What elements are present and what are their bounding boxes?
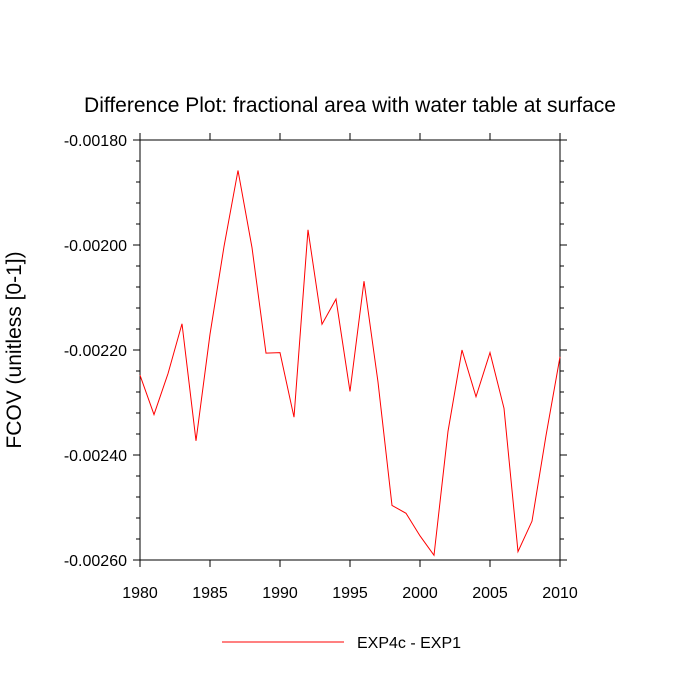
- data-point: [237, 169, 240, 172]
- data-point: [363, 280, 366, 283]
- data-point: [433, 554, 436, 557]
- legend-label: EXP4c - EXP1: [357, 635, 461, 652]
- data-point: [209, 333, 212, 336]
- legend: EXP4c - EXP1: [222, 635, 461, 652]
- x-tick-label: 2005: [472, 585, 508, 602]
- data-point: [489, 351, 492, 354]
- data-point: [475, 395, 478, 398]
- data-point: [265, 352, 268, 355]
- plot-frame: [139, 139, 561, 561]
- data-point: [223, 245, 226, 248]
- y-tick-label: -0.00240: [64, 448, 127, 465]
- chart-title: Difference Plot: fractional area with wa…: [84, 94, 616, 117]
- y-tick-label: -0.00180: [64, 133, 127, 150]
- data-point: [153, 413, 156, 416]
- data-point: [321, 323, 324, 326]
- data-point: [335, 298, 338, 301]
- data-point: [531, 520, 534, 523]
- x-tick-label: 2010: [542, 585, 578, 602]
- data-point: [391, 504, 394, 507]
- data-point: [349, 390, 352, 393]
- data-point: [405, 512, 408, 515]
- data-point: [419, 534, 422, 537]
- series-layer: [139, 169, 562, 557]
- y-tick-labels: -0.00180 -0.00200 -0.00220 -0.00240 -0.00260: [64, 133, 127, 570]
- data-point: [195, 439, 198, 442]
- data-point: [447, 430, 450, 433]
- y-tick-label: -0.00200: [64, 238, 127, 255]
- data-point: [461, 349, 464, 352]
- data-point: [167, 372, 170, 375]
- data-point: [377, 381, 380, 384]
- data-point: [307, 228, 310, 231]
- x-tick-label: 1985: [192, 585, 228, 602]
- x-tick-label: 2000: [402, 585, 438, 602]
- data-point: [139, 374, 142, 377]
- y-axis-title: FCOV (unitless [0-1]): [3, 251, 26, 448]
- data-point: [503, 407, 506, 410]
- data-point: [251, 246, 254, 249]
- data-point: [517, 550, 520, 553]
- data-point: [279, 351, 282, 354]
- y-tick-label: -0.00260: [64, 553, 127, 570]
- x-tick-label: 1990: [262, 585, 298, 602]
- series-line: [139, 170, 561, 557]
- data-point: [181, 322, 184, 325]
- tick-marks: [133, 133, 567, 567]
- y-tick-label: -0.00220: [64, 343, 127, 360]
- x-tick-labels: 1980 1985 1990 1995 2000 2005 2010: [122, 585, 578, 602]
- x-tick-label: 1995: [332, 585, 368, 602]
- data-point: [293, 416, 296, 419]
- x-tick-label: 1980: [122, 585, 158, 602]
- data-point: [545, 434, 548, 437]
- data-point: [559, 355, 562, 358]
